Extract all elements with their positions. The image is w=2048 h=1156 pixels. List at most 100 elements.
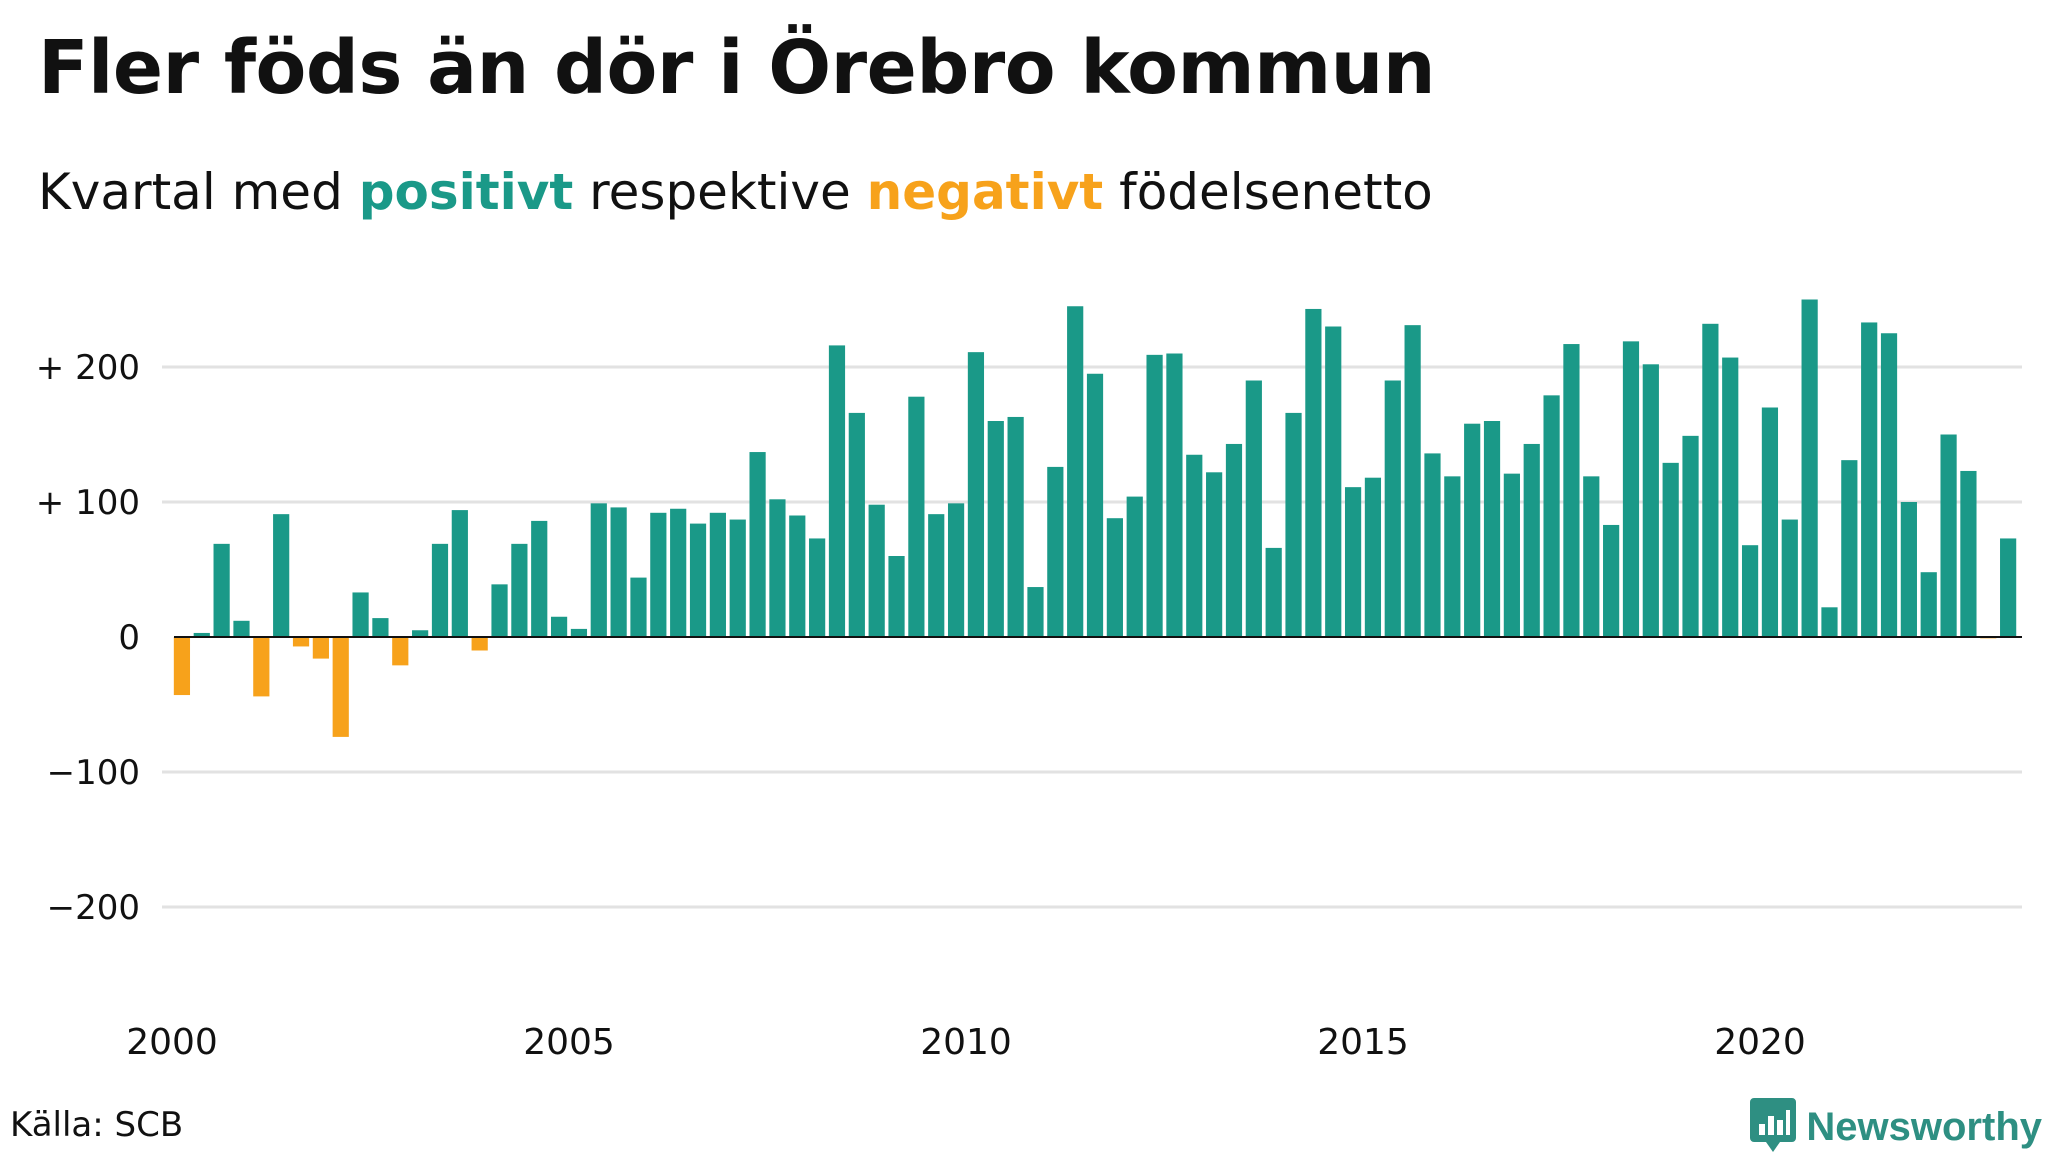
bar [1404, 325, 1421, 637]
bar [1464, 423, 1481, 637]
bar [1682, 435, 1699, 637]
bar [1523, 443, 1540, 637]
x-tick-label: 2020 [1714, 1022, 1806, 1063]
bar [253, 637, 270, 697]
bar [1424, 453, 1441, 637]
y-tick-label: + 200 [36, 348, 140, 388]
bar [630, 577, 647, 637]
bar [967, 352, 985, 637]
brand-name: Newsworthy [1806, 1104, 2042, 1149]
bar [1781, 519, 1798, 637]
bar [590, 503, 607, 637]
bar [1583, 476, 1600, 637]
bar-chart-speech-bubble-icon [1750, 1098, 1797, 1156]
bar [928, 514, 945, 637]
y-tick-label: −100 [47, 753, 140, 793]
bar [809, 538, 826, 637]
bar [1126, 496, 1143, 637]
bar [1344, 487, 1362, 637]
subtitle-prefix: Kvartal med [38, 163, 359, 221]
y-axis-labels: + 200 + 100 0 −100 −200 [36, 348, 140, 928]
bar [332, 637, 349, 737]
bar [1741, 545, 1759, 637]
bar [471, 637, 488, 651]
bar [1166, 353, 1183, 637]
bar [2000, 538, 2017, 637]
bar [888, 556, 905, 637]
bar [1086, 373, 1104, 637]
bar [1186, 454, 1203, 637]
chart-subtitle: Kvartal med positivt respektive negativt… [38, 160, 1433, 224]
bar [1960, 470, 1977, 637]
bar [1067, 306, 1084, 637]
bar [987, 421, 1004, 637]
bar [1761, 407, 1779, 637]
subtitle-middle: respektive [573, 163, 867, 221]
bar [213, 543, 230, 637]
bar [689, 523, 707, 637]
bar [1622, 341, 1640, 637]
bar [709, 512, 726, 637]
bar [1543, 395, 1560, 637]
bar [550, 616, 568, 637]
bar [1444, 476, 1461, 637]
bar [372, 618, 389, 637]
chart-title: Fler föds än dör i Örebro kommun [38, 25, 1436, 111]
bar [1900, 502, 1917, 637]
y-tick-label: −200 [47, 888, 140, 928]
bar [1027, 587, 1044, 637]
bar [392, 637, 409, 666]
bar [828, 345, 846, 637]
x-tick-label: 2015 [1317, 1022, 1409, 1063]
bar [193, 632, 210, 637]
bar [233, 620, 250, 637]
bar [1285, 412, 1302, 637]
bar [1861, 322, 1878, 637]
bar [1722, 357, 1739, 637]
source-note: Källa: SCB [10, 1105, 184, 1145]
bar [1662, 462, 1679, 637]
bar [173, 637, 191, 696]
bar [670, 508, 687, 637]
bar [1007, 416, 1024, 637]
subtitle-suffix: födelsenetto [1103, 163, 1433, 221]
bar [451, 510, 468, 637]
bar [868, 504, 885, 637]
bar [610, 507, 627, 637]
bar [431, 543, 449, 637]
x-axis-labels: 2000 2005 2010 2015 2020 [126, 1022, 1806, 1063]
bar [1265, 547, 1282, 637]
y-tick-label: 0 [118, 618, 140, 658]
bar-chart: + 200 + 100 0 −100 −200 2000 2005 2010 2015 2020 [36, 299, 2022, 1063]
bar [1106, 518, 1123, 637]
bar [1325, 326, 1342, 637]
bar [412, 630, 429, 637]
bar [729, 519, 746, 637]
y-tick-label: + 100 [36, 483, 140, 523]
bar [1821, 607, 1838, 637]
bar [511, 543, 528, 637]
bar [1146, 354, 1163, 637]
bar [749, 452, 766, 637]
bar [491, 584, 508, 637]
x-tick-label: 2005 [523, 1022, 615, 1063]
brand-logo[interactable]: Newsworthy [1750, 1098, 2042, 1156]
bar [352, 592, 369, 637]
bar [1503, 473, 1520, 637]
bar [947, 503, 965, 637]
bar [650, 512, 667, 637]
bar [292, 637, 310, 647]
bar [1702, 323, 1719, 637]
bar [1245, 380, 1262, 637]
bar [1225, 443, 1243, 637]
bar [848, 412, 865, 637]
bar [789, 515, 806, 637]
bars [173, 299, 2017, 737]
bar [1047, 466, 1064, 637]
bar [908, 396, 925, 637]
bar [1920, 572, 1937, 637]
x-tick-label: 2010 [920, 1022, 1012, 1063]
bar [1305, 308, 1322, 637]
subtitle-positive-word: positivt [358, 163, 574, 221]
bar [570, 628, 588, 637]
